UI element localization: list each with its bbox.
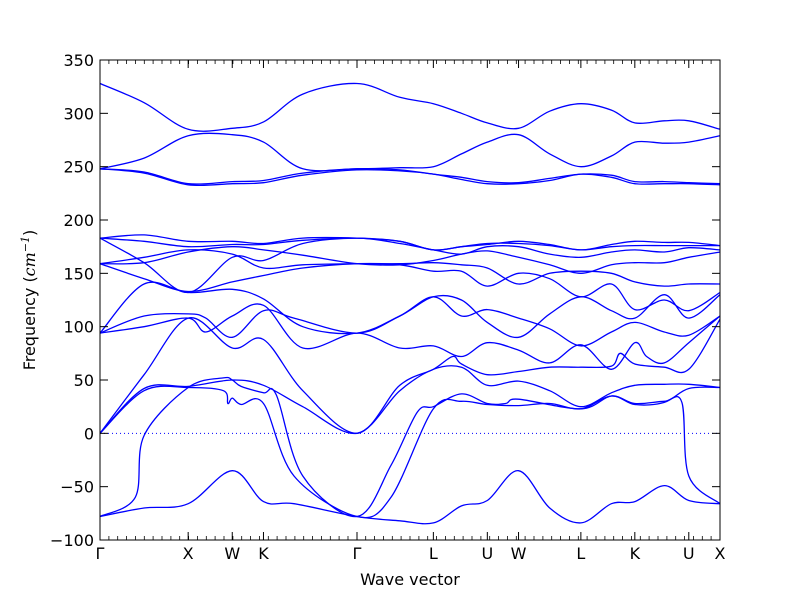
y-tick-label: −100	[50, 531, 94, 550]
band-lines	[99, 82, 721, 525]
band-line-9	[99, 262, 721, 312]
y-tick-label: 250	[63, 158, 94, 177]
y-tick-label: 350	[63, 51, 94, 70]
x-tick-label: U	[683, 544, 695, 563]
band-line-1	[99, 470, 721, 525]
y-tick-label: 150	[63, 264, 94, 283]
band-line-14	[99, 234, 721, 251]
x-tick-label: L	[429, 544, 438, 563]
plot-area-background	[100, 60, 720, 540]
y-tick-label: 200	[63, 211, 94, 230]
band-line-5	[99, 317, 721, 434]
band-line-8	[99, 281, 721, 338]
band-line-7	[99, 296, 721, 347]
y-axis-unit-exponent: −1	[19, 236, 32, 252]
y-axis-unit-base: cm	[20, 252, 39, 276]
band-line-2	[99, 376, 721, 518]
band-line-3	[99, 385, 721, 519]
y-tick-label: 100	[63, 318, 94, 337]
x-axis-title: Wave vector	[360, 570, 460, 589]
y-axis-title: Frequency (cm−1)	[19, 230, 40, 371]
y-tick-label: −50	[60, 478, 94, 497]
x-tick-label: Γ	[353, 544, 362, 563]
x-tick-label: U	[481, 544, 493, 563]
x-tick-label: K	[258, 544, 269, 563]
y-tick-label: 300	[63, 104, 94, 123]
plot-frame	[99, 59, 721, 541]
y-ticks: −100 −50 0 50 100 150 200 250 300 350	[50, 51, 720, 550]
y-tick-label: 0	[84, 424, 94, 443]
band-line-15	[99, 168, 721, 187]
band-line-18	[99, 82, 721, 132]
band-line-17	[99, 132, 721, 172]
x-tick-label: W	[224, 544, 240, 563]
x-tick-label: L	[576, 544, 585, 563]
band-line-10	[99, 249, 721, 287]
band-line-12	[99, 237, 721, 294]
x-tick-label: X	[183, 544, 194, 563]
x-tick-label: K	[630, 544, 641, 563]
band-line-6	[99, 303, 721, 370]
y-axis-title-suffix: )	[20, 230, 39, 236]
y-tick-label: 50	[74, 371, 94, 390]
band-line-4	[99, 365, 721, 435]
x-tick-label: X	[715, 544, 726, 563]
band-line-16	[99, 167, 721, 185]
x-tick-label: Γ	[96, 544, 105, 563]
x-tick-label: W	[511, 544, 527, 563]
y-axis-title-prefix: Frequency (	[20, 276, 39, 370]
